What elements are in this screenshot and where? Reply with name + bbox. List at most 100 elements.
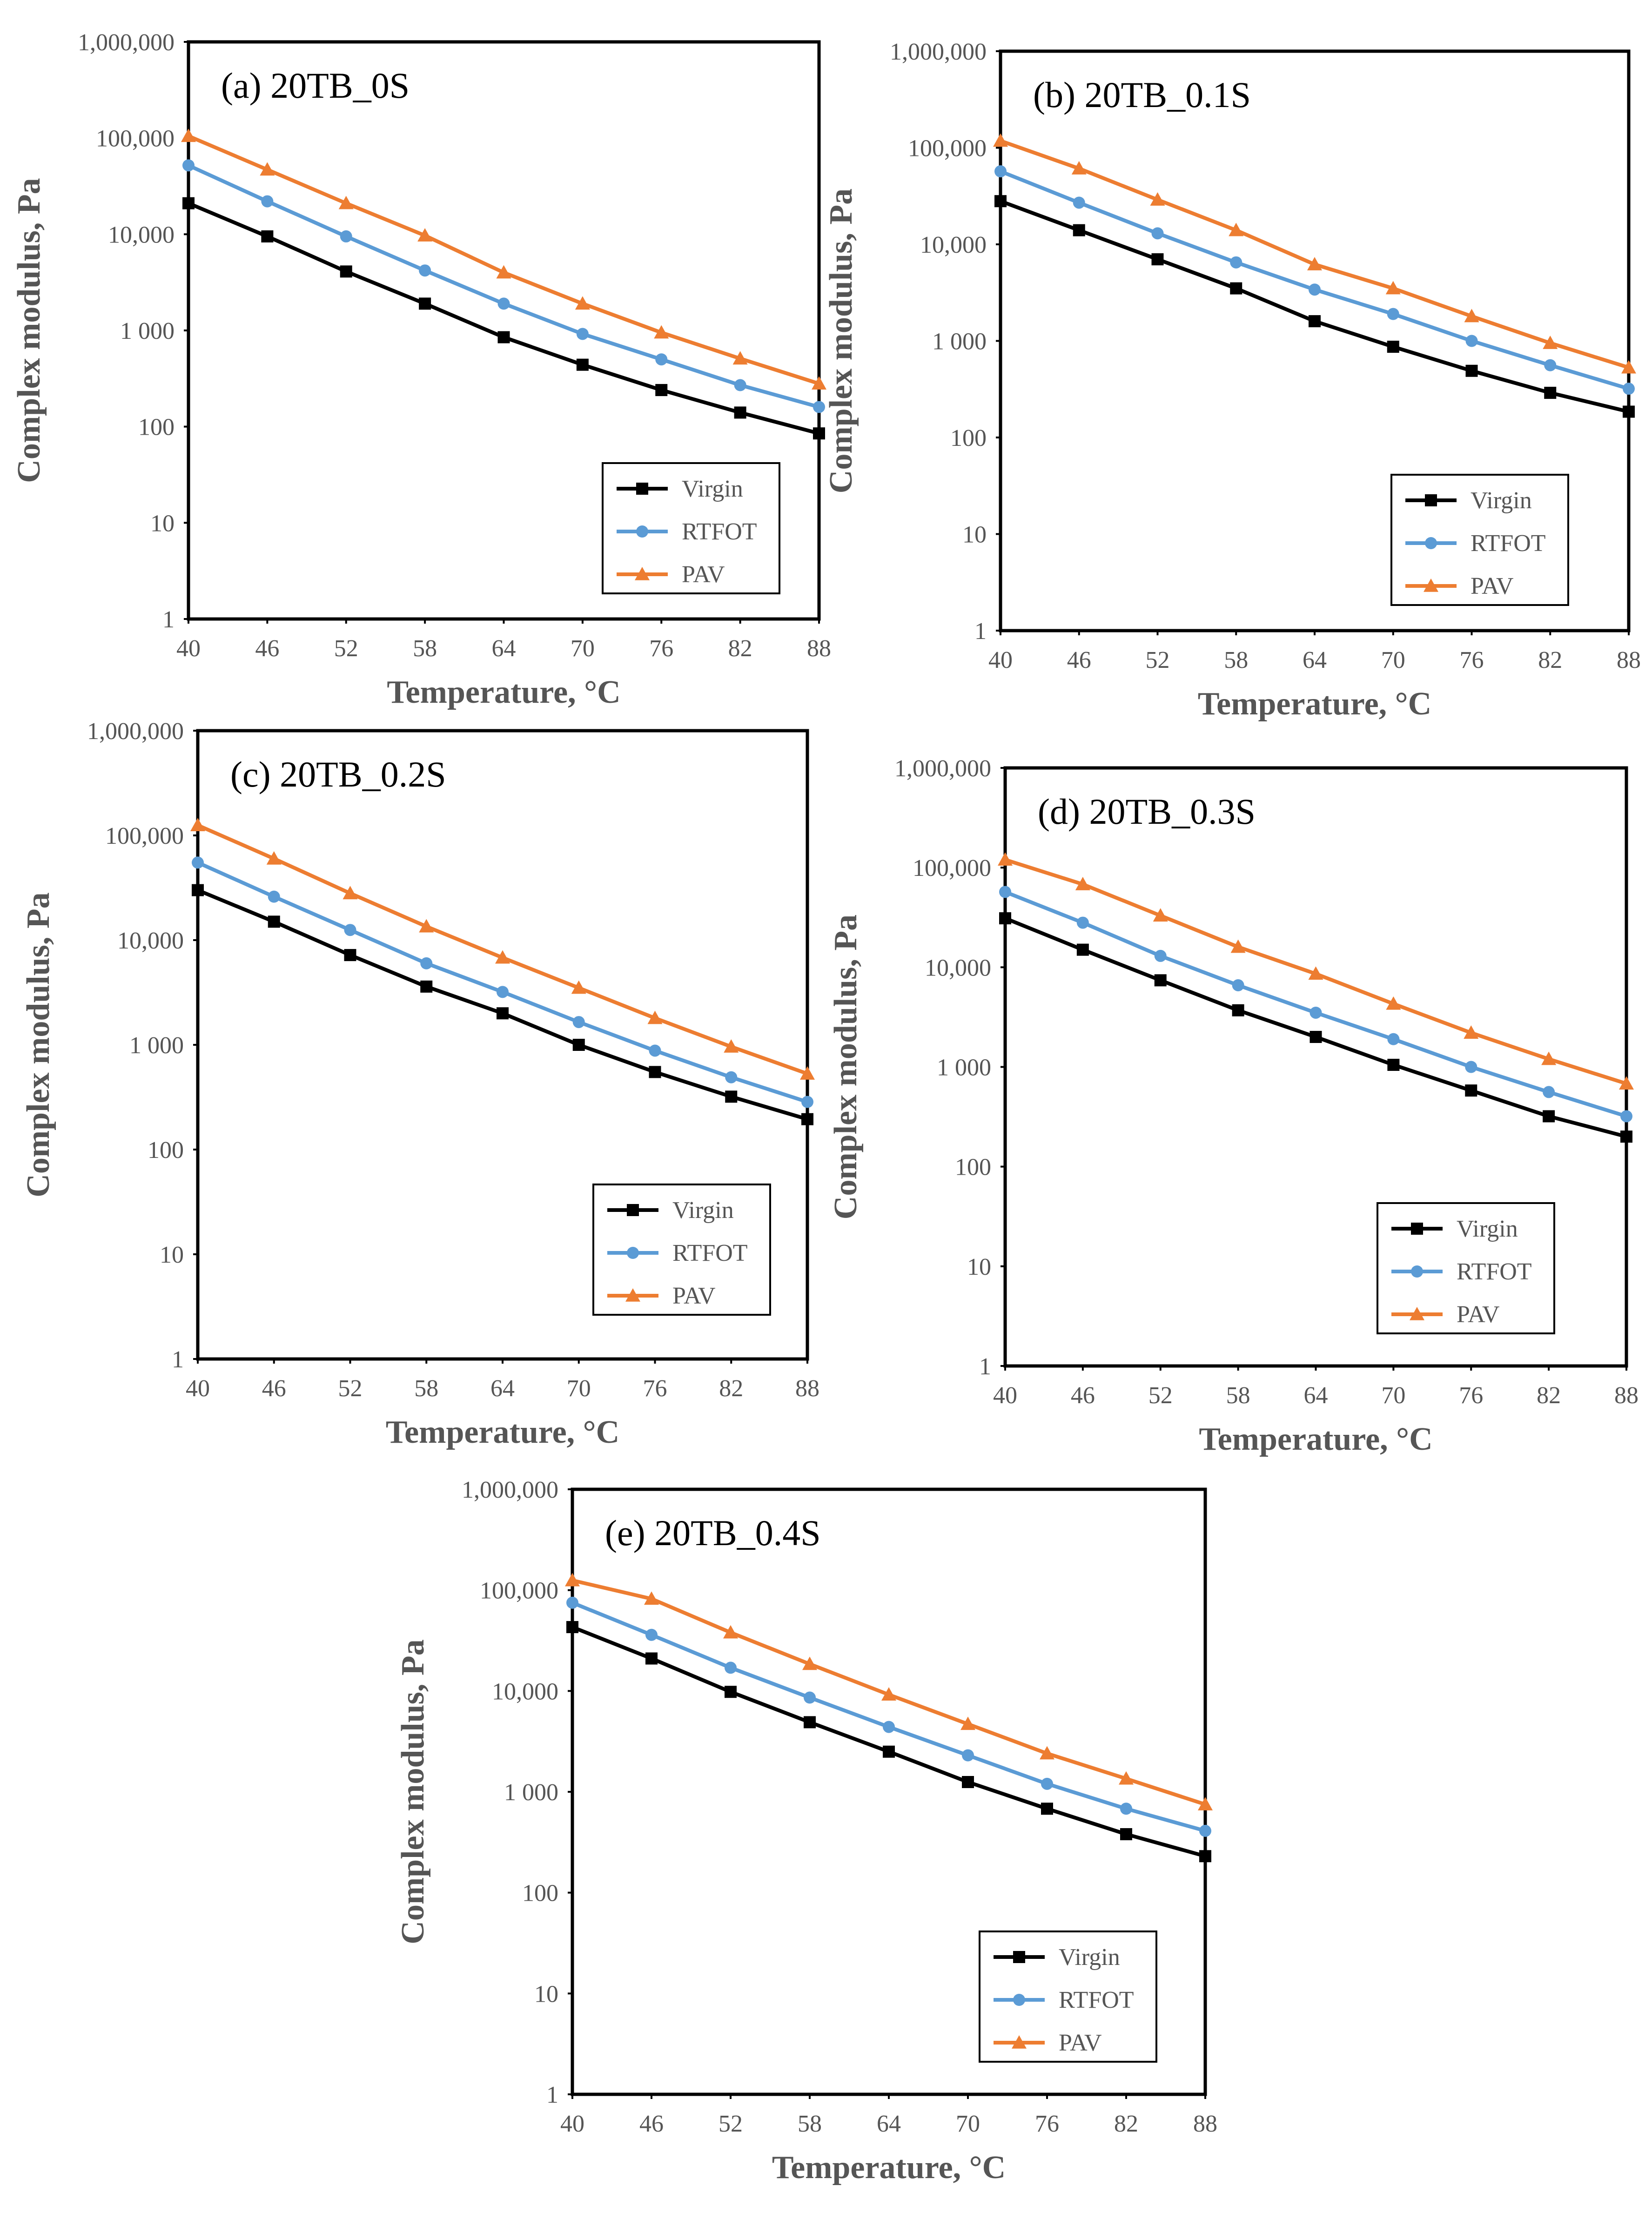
data-point-rtfot <box>572 1016 585 1029</box>
data-point-virgin <box>1120 1828 1132 1841</box>
data-point-virgin <box>725 1090 738 1103</box>
x-tick-label: 70 <box>571 635 595 662</box>
x-tick-label: 76 <box>649 635 673 662</box>
data-point-rtfot <box>804 1691 816 1704</box>
y-tick-label: 1,000,000 <box>890 39 987 65</box>
data-point-virgin <box>655 384 668 397</box>
legend-marker-rtfot <box>627 1247 639 1259</box>
x-tick-label: 64 <box>490 1375 515 1402</box>
x-axis-title: Temperature, °C <box>1198 686 1431 722</box>
data-point-virgin <box>962 1776 974 1789</box>
y-tick-label: 100 <box>522 1880 558 1907</box>
y-tick-label: 100,000 <box>908 135 987 162</box>
x-tick-label: 76 <box>1459 1382 1483 1409</box>
data-point-pav <box>1464 309 1479 323</box>
legend-marker-virgin <box>1425 494 1437 506</box>
data-point-rtfot <box>813 401 825 413</box>
data-point-rtfot <box>1620 1110 1632 1123</box>
data-point-virgin <box>999 912 1011 925</box>
data-point-virgin <box>1041 1803 1053 1815</box>
data-point-virgin <box>344 949 356 962</box>
data-point-virgin <box>1073 224 1085 236</box>
data-point-virgin <box>994 195 1007 208</box>
data-point-virgin <box>497 331 510 343</box>
x-tick-label: 46 <box>255 635 279 662</box>
data-point-virgin <box>261 230 274 242</box>
legend: Virgin RTFOT PAV <box>1390 474 1569 606</box>
legend-label-rtfot: RTFOT <box>1059 1987 1134 2013</box>
x-tick-label: 40 <box>560 2111 584 2137</box>
y-tick-label: 100 <box>950 425 987 451</box>
data-point-rtfot <box>1230 256 1242 269</box>
y-tick-label: 100 <box>138 414 175 441</box>
x-tick-label: 88 <box>1193 2111 1217 2137</box>
x-tick-label: 76 <box>643 1375 667 1402</box>
data-point-pav <box>800 1066 815 1080</box>
data-point-rtfot <box>1544 359 1557 371</box>
data-point-virgin <box>420 980 433 993</box>
data-point-rtfot <box>1387 308 1399 320</box>
y-tick-label: 1 000 <box>129 1032 184 1059</box>
x-tick-label: 64 <box>877 2111 901 2137</box>
data-point-pav <box>644 1591 659 1605</box>
y-tick-label: 1 000 <box>504 1779 558 1806</box>
data-point-pav <box>1071 161 1087 175</box>
data-point-pav <box>1308 966 1323 980</box>
x-tick-label: 40 <box>176 635 201 662</box>
y-tick-label: 10 <box>150 510 175 537</box>
legend-label-rtfot: RTFOT <box>672 1240 748 1266</box>
data-point-virgin <box>1154 974 1167 987</box>
y-tick-label: 1,000,000 <box>894 755 991 782</box>
data-point-pav <box>1621 360 1636 374</box>
legend-box <box>979 1930 1157 2063</box>
y-tick-label: 1,000,000 <box>87 718 184 745</box>
x-tick-label: 46 <box>639 2111 664 2137</box>
data-point-pav <box>1386 996 1401 1010</box>
x-tick-label: 52 <box>1146 647 1170 673</box>
chart-panel-d: 1 10 100 1 000 10,000 100,000 1,000,000 40 46 52 5… <box>828 755 1639 1457</box>
data-point-virgin <box>801 1113 813 1125</box>
legend-box <box>592 1184 771 1316</box>
data-point-pav <box>1075 877 1090 890</box>
y-axis-title: Complex modulus, Pa <box>823 188 859 493</box>
data-point-rtfot <box>340 230 352 242</box>
data-point-pav <box>1229 222 1244 236</box>
y-tick-label: 10 <box>534 1981 558 2007</box>
data-point-pav <box>960 1716 975 1730</box>
data-point-pav <box>732 351 748 365</box>
y-tick-label: 10 <box>967 1254 991 1280</box>
data-point-rtfot <box>1151 227 1164 240</box>
data-point-rtfot <box>649 1044 661 1057</box>
data-point-pav <box>1040 1746 1054 1760</box>
data-point-pav <box>495 950 510 964</box>
data-point-pav <box>1385 281 1401 295</box>
legend-marker-virgin <box>1013 1951 1025 1963</box>
data-point-pav <box>342 886 358 900</box>
data-point-pav <box>812 376 826 390</box>
data-point-virgin <box>1151 253 1164 266</box>
data-point-rtfot <box>576 328 589 340</box>
data-point-pav <box>647 1010 663 1024</box>
x-tick-label: 40 <box>993 1382 1017 1409</box>
data-point-rtfot <box>1623 383 1635 395</box>
data-point-rtfot <box>962 1749 974 1762</box>
legend-label-virgin: Virgin <box>672 1197 734 1224</box>
y-axis-title: Complex modulus, Pa <box>395 1639 431 1944</box>
data-point-virgin <box>419 297 431 310</box>
data-point-rtfot <box>645 1628 658 1641</box>
data-point-rtfot <box>1199 1824 1211 1837</box>
data-point-rtfot <box>734 379 746 391</box>
legend-label-pav: PAV <box>1457 1301 1500 1328</box>
panel-title: (b) 20TB_0.1S <box>1033 74 1251 115</box>
data-point-virgin <box>1465 364 1478 377</box>
data-point-virgin <box>1620 1130 1632 1143</box>
data-point-pav <box>1230 939 1246 953</box>
x-tick-label: 88 <box>795 1375 819 1402</box>
data-point-virgin <box>572 1039 585 1051</box>
data-point-virgin <box>1199 1850 1211 1863</box>
legend-label-virgin: Virgin <box>1471 487 1532 514</box>
y-tick-label: 10 <box>160 1242 184 1268</box>
y-tick-label: 10,000 <box>920 232 987 258</box>
x-tick-label: 52 <box>334 635 358 662</box>
data-point-rtfot <box>1465 1061 1477 1073</box>
